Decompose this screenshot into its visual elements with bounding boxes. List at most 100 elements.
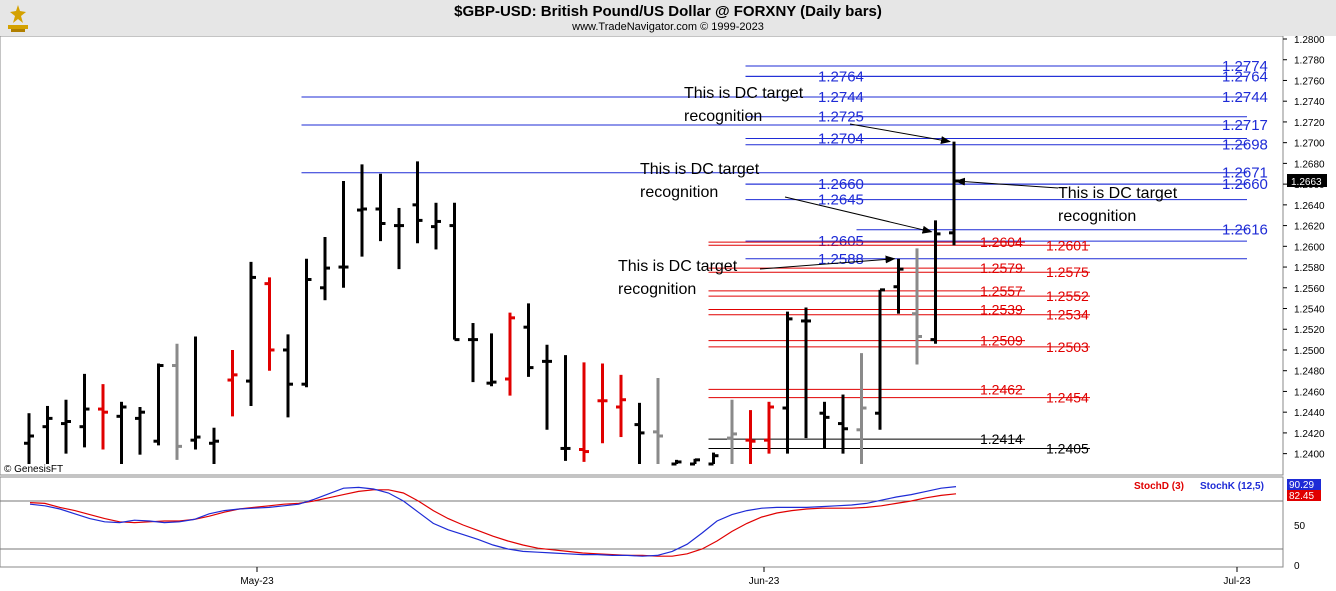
y-tick-label: 1.2760 bbox=[1294, 76, 1325, 87]
level-label: 1.2604 bbox=[980, 234, 1023, 250]
ohlc-bar bbox=[523, 303, 534, 377]
stoch-y-label: 0 bbox=[1294, 561, 1300, 572]
ohlc-bar bbox=[782, 311, 793, 454]
ohlc-bar bbox=[560, 355, 571, 461]
level-label: 1.2462 bbox=[980, 381, 1023, 397]
level-label: 1.2605 bbox=[818, 233, 864, 250]
annotation-arrow bbox=[849, 123, 951, 144]
stoch-k-badge bbox=[1287, 479, 1321, 490]
level-label: 1.2405 bbox=[1046, 440, 1089, 456]
ohlc-bar bbox=[98, 384, 108, 450]
ohlc-bar bbox=[856, 353, 867, 464]
annotation-arrow bbox=[759, 255, 896, 270]
ohlc-bar bbox=[634, 402, 645, 464]
ohlc-bar bbox=[616, 374, 626, 438]
ohlc-bar bbox=[653, 377, 663, 464]
ohlc-bar bbox=[135, 406, 145, 455]
ohlc-bar bbox=[597, 363, 608, 444]
ohlc-bar bbox=[579, 362, 589, 462]
ohlc-bar bbox=[264, 277, 275, 371]
level-label: 1.2557 bbox=[980, 283, 1023, 299]
level-label: 1.2717 bbox=[1222, 117, 1268, 134]
x-tick-label: May-23 bbox=[240, 576, 274, 587]
annotations: This is DC target recognition This is DC t… bbox=[618, 85, 1178, 298]
level-label: 1.2588 bbox=[818, 251, 864, 268]
level-label: 1.2575 bbox=[1046, 264, 1089, 280]
ohlc-bar bbox=[338, 181, 349, 288]
stoch-k-value: 90.29 bbox=[1289, 480, 1314, 491]
y-tick-label: 1.2740 bbox=[1294, 97, 1325, 108]
price-bars bbox=[24, 141, 959, 466]
y-tick-label: 1.2640 bbox=[1294, 201, 1325, 212]
ohlc-bar bbox=[357, 164, 367, 257]
level-label: 1.2774 bbox=[1222, 58, 1268, 75]
ohlc-bar bbox=[394, 207, 404, 270]
ohlc-bar bbox=[227, 349, 238, 417]
ohlc-bar bbox=[690, 458, 700, 466]
annotation-text: recognition bbox=[684, 108, 762, 125]
y-tick-label: 1.2580 bbox=[1294, 263, 1325, 274]
ohlc-bar bbox=[764, 401, 774, 454]
ohlc-bar bbox=[172, 343, 182, 460]
ohlc-bar bbox=[727, 399, 737, 464]
ohlc-bar bbox=[819, 401, 830, 449]
ohlc-bar bbox=[320, 236, 330, 301]
annotation-text: recognition bbox=[640, 184, 718, 201]
level-label: 1.2509 bbox=[980, 333, 1023, 349]
ohlc-bar bbox=[116, 401, 127, 464]
annotation-text: recognition bbox=[618, 281, 696, 298]
y-tick-label: 1.2720 bbox=[1294, 118, 1325, 129]
title-bar bbox=[0, 0, 1336, 36]
golden-trader-logo-icon bbox=[4, 3, 32, 33]
ohlc-bar bbox=[468, 323, 478, 383]
ohlc-bar bbox=[838, 394, 848, 454]
y-tick-label: 1.2460 bbox=[1294, 387, 1325, 398]
level-label: 1.2744 bbox=[818, 89, 864, 106]
y-tick-label: 1.2780 bbox=[1294, 56, 1325, 67]
stoch-panel-frame bbox=[0, 476, 1284, 568]
ohlc-bar bbox=[24, 413, 34, 464]
ohlc-bar bbox=[671, 459, 682, 466]
level-label: 1.2725 bbox=[818, 109, 864, 126]
y-tick-label: 1.2420 bbox=[1294, 429, 1325, 440]
annotation-text: This is DC target bbox=[684, 85, 804, 102]
ohlc-bar bbox=[412, 161, 423, 244]
price-panel-frame bbox=[0, 36, 1284, 476]
ohlc-bar bbox=[745, 410, 756, 464]
annotation-text: This is DC target bbox=[1058, 185, 1178, 202]
last-price-badge bbox=[1287, 174, 1327, 188]
level-label: 1.2645 bbox=[818, 192, 864, 209]
y-tick-label: 1.2500 bbox=[1294, 346, 1325, 357]
y-tick-label: 1.2600 bbox=[1294, 242, 1325, 253]
ohlc-bar bbox=[505, 312, 515, 396]
ohlc-bar bbox=[283, 334, 293, 418]
chart-subtitle: www.TradeNavigator.com © 1999-2023 bbox=[572, 21, 764, 33]
last-price-label: 1.2663 bbox=[1291, 177, 1322, 188]
watermark: © GenesisFT bbox=[4, 464, 63, 475]
ohlc-bar bbox=[930, 220, 941, 344]
ohlc-bar bbox=[875, 288, 885, 430]
level-label: 1.2744 bbox=[1222, 89, 1268, 106]
level-label: 1.2414 bbox=[980, 431, 1023, 447]
ohlc-bar bbox=[375, 173, 386, 242]
ohlc-bar bbox=[190, 336, 201, 450]
ohlc-bar bbox=[246, 261, 256, 406]
x-tick-label: Jul-23 bbox=[1223, 576, 1251, 587]
annotation-arrow bbox=[955, 177, 1059, 189]
level-label: 1.2539 bbox=[980, 302, 1023, 318]
y-tick-label: 1.2700 bbox=[1294, 139, 1325, 150]
ohlc-bar bbox=[893, 258, 904, 314]
level-label: 1.2534 bbox=[1046, 307, 1089, 323]
ohlc-bar bbox=[912, 248, 922, 365]
y-tick-label: 1.2480 bbox=[1294, 367, 1325, 378]
price-grid bbox=[0, 36, 1284, 476]
level-label: 1.2698 bbox=[1222, 137, 1268, 154]
ohlc-bar bbox=[42, 405, 53, 464]
level-label: 1.2660 bbox=[818, 176, 864, 193]
level-label: 1.2503 bbox=[1046, 339, 1089, 355]
x-tick-label: Jun-23 bbox=[749, 576, 780, 587]
y-tick-label: 1.2440 bbox=[1294, 408, 1325, 419]
stoch-k-legend: StochK (12,5) bbox=[1200, 481, 1264, 492]
